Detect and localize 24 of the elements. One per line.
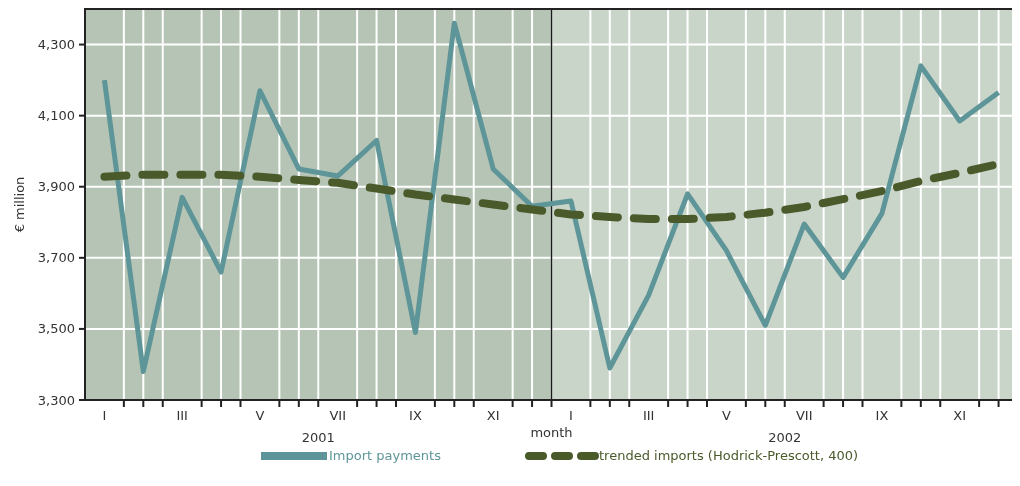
x-tick-label: VII xyxy=(795,408,813,423)
x-tick-label: I xyxy=(569,408,573,423)
x-tick-label: III xyxy=(642,408,655,423)
y-tick-label: 3,300 xyxy=(37,392,75,408)
y-tick-label: 4,300 xyxy=(37,37,75,53)
y-axis-title: € million xyxy=(12,176,27,233)
x-tick-label: IX xyxy=(409,408,422,423)
x-tick-label: V xyxy=(255,408,265,423)
text: 2002 xyxy=(768,430,802,445)
legend-label: trended imports (Hodrick-Prescott, 400) xyxy=(599,448,859,463)
text: Import payments xyxy=(329,448,442,463)
y-tick-label: 3,700 xyxy=(37,250,75,266)
x-tick-label: I xyxy=(102,408,107,423)
y-tick-label: 3,900 xyxy=(37,179,75,195)
x-tick-label: V xyxy=(721,408,731,423)
x-tick-label: III xyxy=(176,408,188,423)
y-tick-label: 4,100 xyxy=(37,108,75,124)
x-tick-label: XI xyxy=(486,408,500,423)
text: 2001 xyxy=(301,430,335,445)
x-tick-label: XI xyxy=(953,408,967,423)
y-tick-label: 3,500 xyxy=(37,321,75,337)
x-tick-label: VII xyxy=(329,408,346,423)
x-tick-label: IX xyxy=(875,408,889,423)
x-axis-title: month xyxy=(530,425,573,440)
